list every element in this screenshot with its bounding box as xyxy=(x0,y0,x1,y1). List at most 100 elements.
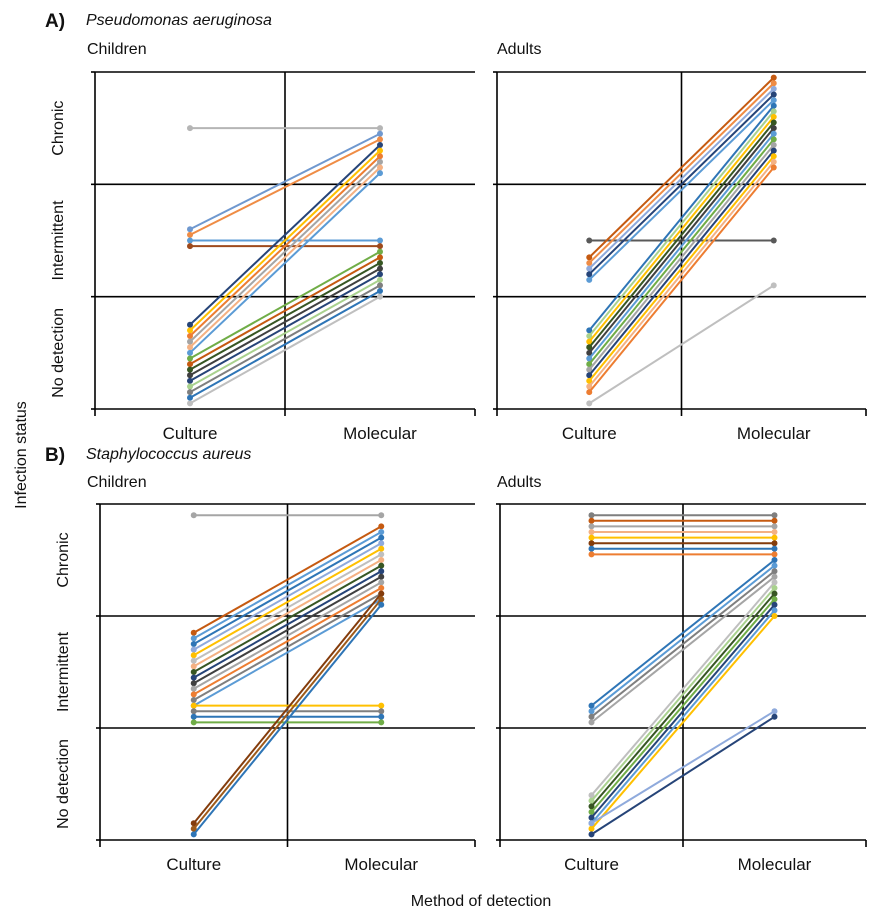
series-line xyxy=(193,575,382,685)
data-point xyxy=(187,394,193,401)
data-point xyxy=(377,125,383,132)
series-line xyxy=(192,592,383,824)
data-point xyxy=(190,825,197,832)
data-point xyxy=(377,130,383,137)
y-category-label: Intermittent xyxy=(50,200,67,281)
data-point xyxy=(771,523,778,530)
series-line xyxy=(590,598,776,813)
data-point xyxy=(771,551,778,558)
data-point xyxy=(771,517,778,524)
data-point xyxy=(187,377,193,384)
data-point xyxy=(771,568,778,575)
data-point xyxy=(770,153,777,160)
data-point xyxy=(586,271,593,278)
y-category-label: Chronic xyxy=(50,101,67,156)
series-line xyxy=(189,262,381,371)
y-category-label: No detection xyxy=(50,308,67,398)
y-axis-title: Infection status xyxy=(13,401,30,509)
y-category-label: No detection xyxy=(55,739,72,829)
x-tick-label: Molecular xyxy=(344,855,418,874)
chart-panel-3: Culture Molecular xyxy=(496,503,867,874)
data-point xyxy=(586,259,593,266)
data-point xyxy=(190,685,197,692)
data-point xyxy=(187,366,193,373)
data-point xyxy=(190,708,197,715)
data-point xyxy=(187,237,193,244)
series-line xyxy=(590,592,776,808)
data-point xyxy=(586,389,593,396)
data-point xyxy=(770,119,777,126)
data-point xyxy=(770,164,777,171)
panel-b-children-title: Children xyxy=(87,474,147,491)
data-point xyxy=(190,713,197,720)
data-point xyxy=(588,809,595,815)
data-point xyxy=(586,355,593,362)
series-line xyxy=(189,250,381,360)
data-point xyxy=(190,669,197,675)
data-point xyxy=(770,130,777,137)
data-point xyxy=(190,820,197,827)
data-point xyxy=(771,573,778,580)
data-point xyxy=(770,147,777,154)
x-tick-label: Culture xyxy=(562,424,617,443)
series-line xyxy=(588,138,775,365)
data-point xyxy=(586,237,593,244)
series-line xyxy=(590,564,776,712)
data-point xyxy=(378,529,385,535)
series-line xyxy=(588,284,775,405)
data-point xyxy=(588,517,595,524)
series-line xyxy=(189,295,381,405)
data-point xyxy=(377,293,383,300)
data-point xyxy=(771,596,778,603)
data-point xyxy=(770,282,777,289)
series-line xyxy=(590,710,776,825)
data-point xyxy=(190,512,197,519)
data-point xyxy=(187,361,193,368)
data-point xyxy=(187,389,193,396)
data-point xyxy=(588,512,595,519)
data-point xyxy=(187,327,193,334)
series-line xyxy=(588,76,775,259)
data-point xyxy=(377,248,383,255)
data-point xyxy=(187,355,193,362)
data-point xyxy=(190,641,197,647)
series-line xyxy=(193,547,382,657)
data-point xyxy=(771,512,778,519)
data-point xyxy=(190,635,197,642)
series-line xyxy=(189,138,381,236)
data-point xyxy=(771,613,778,619)
series-line xyxy=(590,715,776,836)
data-point xyxy=(588,540,595,547)
series-line xyxy=(590,587,776,802)
data-point xyxy=(377,271,383,278)
data-point xyxy=(378,585,385,591)
data-point xyxy=(377,142,383,149)
data-point xyxy=(187,321,193,328)
data-point xyxy=(586,338,593,345)
data-point xyxy=(770,108,777,115)
data-point xyxy=(771,540,778,547)
data-point xyxy=(588,803,595,810)
data-point xyxy=(586,366,593,373)
data-point xyxy=(588,792,595,799)
data-point xyxy=(588,814,595,821)
data-point xyxy=(377,147,383,154)
data-point xyxy=(586,361,593,368)
x-tick-label: Molecular xyxy=(737,424,811,443)
data-point xyxy=(190,697,197,703)
series-line xyxy=(189,149,381,332)
data-point xyxy=(378,512,385,519)
data-point xyxy=(377,158,383,165)
data-point xyxy=(588,820,595,827)
series-line xyxy=(590,576,776,724)
data-point xyxy=(588,545,595,552)
data-point xyxy=(378,590,385,597)
series-line xyxy=(588,99,775,281)
data-point xyxy=(771,562,778,569)
series-line xyxy=(193,525,382,634)
series-line xyxy=(590,615,776,830)
series-line xyxy=(193,553,382,662)
panels-group: Culture Molecular No detection Intermittent… xyxy=(50,71,867,874)
series-line xyxy=(588,105,775,332)
